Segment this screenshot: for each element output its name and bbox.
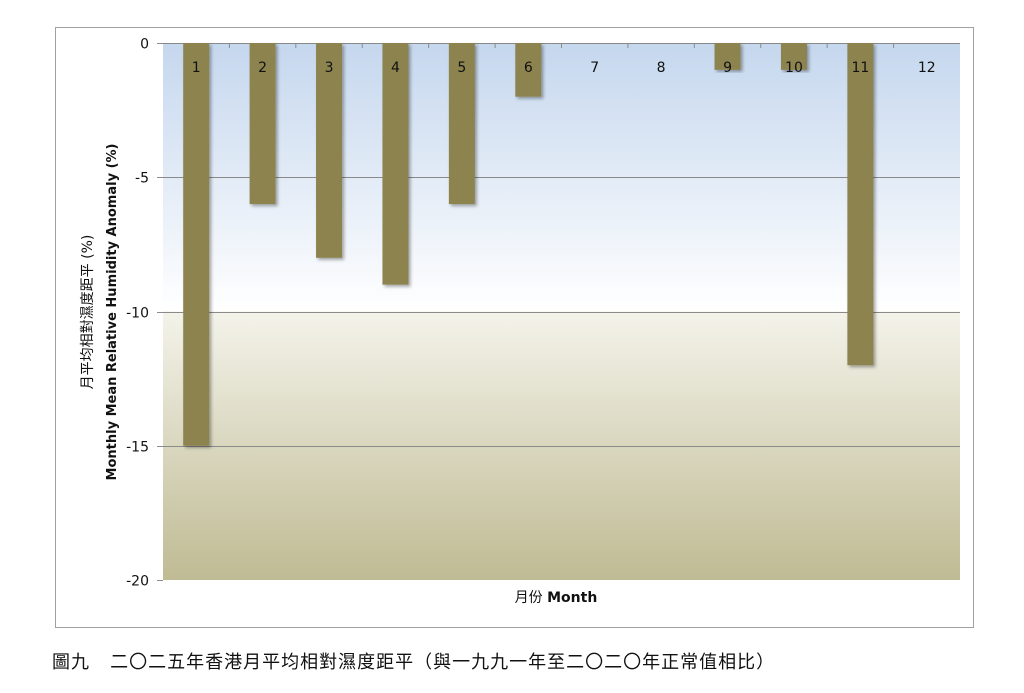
figure-title: 二〇二五年香港月平均相對濕度距平（與一九九一年至二〇二〇年正常值相比） xyxy=(110,652,776,673)
x-tick-label: 7 xyxy=(590,60,599,76)
x-tick-label: 1 xyxy=(192,60,201,76)
y-axis-label-zh: 月平均相對濕度距平 (%) xyxy=(80,235,96,390)
y-tick-label: -10 xyxy=(126,306,149,322)
bar-month-4 xyxy=(382,43,409,285)
x-tick-label: 5 xyxy=(457,60,466,76)
plot-area xyxy=(163,43,960,580)
figure-caption: 圖九 二〇二五年香港月平均相對濕度距平（與一九九一年至二〇二〇年正常值相比） xyxy=(52,648,775,674)
y-tick-label: 0 xyxy=(140,37,149,53)
x-tick-label: 10 xyxy=(785,60,803,76)
x-tick-label: 11 xyxy=(851,60,869,76)
y-tick-label: -15 xyxy=(126,440,149,456)
x-tick-label: 4 xyxy=(391,60,400,76)
bar-month-9 xyxy=(714,43,741,70)
x-tick-label: 9 xyxy=(723,60,732,76)
bar-month-3 xyxy=(316,43,343,258)
bar-month-10 xyxy=(780,43,807,70)
x-axis-label-zh: 月份 xyxy=(515,590,543,606)
x-axis-label: 月份 Month xyxy=(515,590,598,606)
bar-month-5 xyxy=(448,43,475,205)
x-tick-label: 2 xyxy=(258,60,267,76)
bar-month-2 xyxy=(249,43,276,205)
figure-number: 圖九 xyxy=(52,652,90,673)
y-tick-label: -5 xyxy=(135,171,149,187)
bar-month-11 xyxy=(847,43,874,366)
x-tick-label: 8 xyxy=(657,60,666,76)
x-tick-label: 12 xyxy=(918,60,936,76)
bar-month-6 xyxy=(515,43,542,97)
x-axis-label-en: Month xyxy=(547,590,597,606)
y-tick-label: -20 xyxy=(126,574,149,590)
x-tick-label: 3 xyxy=(325,60,334,76)
bar-month-1 xyxy=(183,43,210,446)
y-axis-label-en: Monthly Mean Relative Humidity Anomaly (… xyxy=(105,144,120,481)
x-tick-label: 6 xyxy=(524,60,533,76)
